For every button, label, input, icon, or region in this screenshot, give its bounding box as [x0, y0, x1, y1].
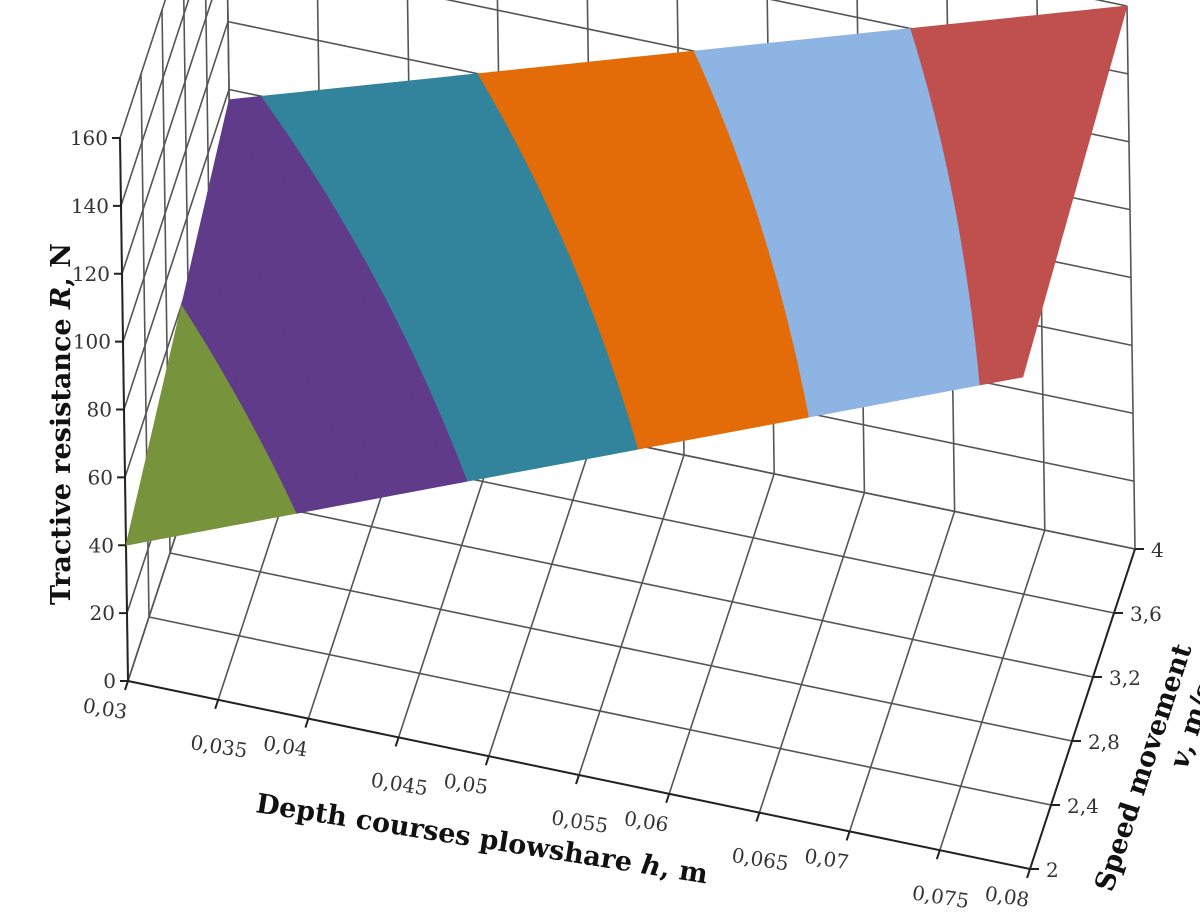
x-tick-label: 0,05 [442, 768, 490, 799]
z-tick-label: 40 [89, 533, 114, 557]
x-tick-mark [484, 755, 490, 766]
z-tick-label: 160 [70, 126, 108, 150]
gridline-floor-x [488, 435, 595, 757]
gridline-floor-x [939, 529, 1046, 851]
gridline-back-x [1126, 5, 1136, 550]
z-tick-label: 0 [103, 669, 116, 693]
x-tick-label: 0,055 [550, 805, 610, 838]
x-axis-title: Depth courses plowshare h, m [254, 788, 710, 890]
gridline-floor-x [578, 454, 685, 776]
gridline-side-z [119, 0, 167, 139]
x-tick-label: 0,045 [369, 768, 429, 801]
x-tick-mark [755, 812, 761, 822]
x-tick-label: 0,03 [81, 693, 129, 724]
y-tick-label: 3,6 [1130, 602, 1162, 626]
x-tick-label: 0,08 [983, 881, 1031, 912]
y-tick-label: 2,8 [1088, 730, 1120, 754]
y-axis-ticks: 2 2,4 2,8 3,2 3,6 4 [1030, 538, 1164, 882]
z-axis-title-var: R [46, 287, 77, 310]
x-tick-mark [845, 831, 851, 841]
gridline-floor-y [190, 488, 1094, 678]
surface-patch [224, 95, 266, 119]
gridline-floor-y [148, 616, 1052, 806]
gridline-side-z [121, 0, 213, 274]
y-tick-label: 3,2 [1109, 666, 1141, 690]
surface-patch [264, 91, 305, 114]
gridline-side-z [120, 0, 190, 207]
z-tick-label: 120 [72, 262, 110, 286]
gridline-side-z [123, 89, 230, 410]
x-tick-label: 0,065 [730, 843, 790, 876]
x-tick-mark [1026, 868, 1031, 879]
x-tick-label: 0,06 [622, 806, 670, 837]
x-axis-title-var: h [639, 849, 663, 883]
x-tick-mark [575, 774, 580, 785]
x-tick-mark [124, 680, 129, 691]
y-tick-label: 2 [1046, 858, 1059, 882]
z-tick-label: 60 [88, 465, 113, 489]
x-axis-title-unit: , m [658, 852, 710, 890]
y-tick-label: 2,4 [1067, 794, 1099, 818]
gridline-floor-x [758, 492, 866, 813]
z-tick-label: 100 [73, 330, 111, 354]
x-axis-ticks: 0,03 0,035 0,04 0,045 0,05 0,055 0,06 0,065 0,07… [81, 680, 1031, 913]
x-tick-label: 0,035 [189, 730, 249, 763]
gridline-floor-y [169, 552, 1073, 742]
x-tick-mark [214, 699, 220, 710]
surface-band [477, 50, 810, 450]
z-axis-title-unit: , N [46, 243, 77, 286]
x-tick-mark [665, 793, 671, 804]
x-tick-label: 0,075 [910, 880, 970, 913]
surface-bands [125, 5, 1128, 546]
surface-band [693, 28, 981, 418]
surface-band [260, 73, 639, 482]
y-axis-line [1029, 548, 1136, 870]
gridline-floor-x [668, 473, 775, 795]
z-tick-label: 80 [87, 398, 112, 422]
z-axis-title: Tractive resistance R, N [46, 243, 77, 605]
x-tick-label: 0,04 [262, 731, 310, 762]
x-tick-mark [394, 737, 400, 747]
z-tick-label: 20 [90, 601, 115, 625]
surface-patch [486, 68, 529, 91]
gridline-floor-x [848, 511, 956, 832]
x-tick-label: 0,07 [803, 844, 851, 875]
x-tick-mark [935, 849, 941, 860]
surface-patch [1084, 5, 1128, 26]
x-tick-mark [304, 718, 310, 728]
z-axis-title-text: Tractive resistance [46, 309, 77, 605]
y-axis-title: Speed movement v, m/s [1089, 631, 1200, 905]
gridline-side-z [122, 21, 229, 342]
surface-band [181, 95, 469, 514]
gridline-back-z [1094, 0, 1128, 7]
z-axis-ticks: 0 20 40 60 80 100 120 140 160 [70, 126, 128, 693]
z-tick-label: 140 [71, 194, 109, 218]
surface-band [910, 5, 1128, 386]
y-tick-label: 4 [1151, 538, 1164, 562]
